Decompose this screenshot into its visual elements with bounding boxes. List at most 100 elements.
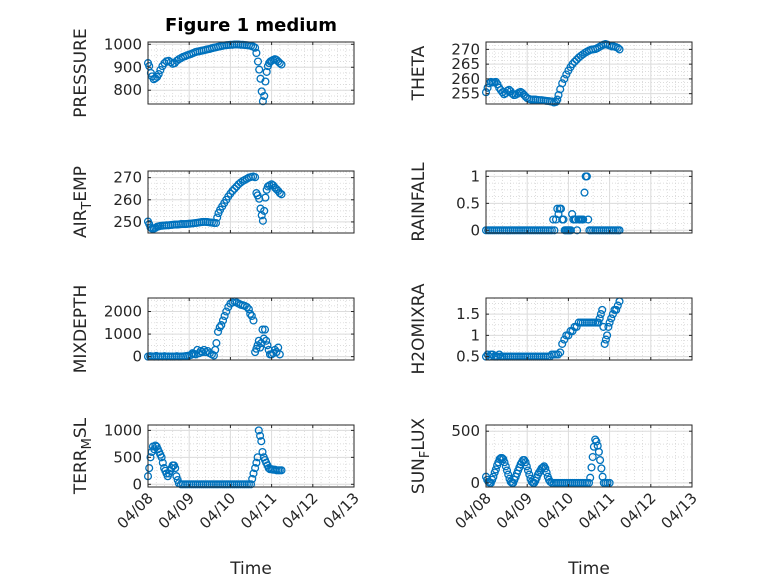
- data-point: [580, 188, 589, 197]
- data-point: [277, 60, 286, 69]
- y-tick-label: 1: [470, 167, 480, 185]
- data-point: [522, 462, 531, 471]
- x-tick-label: 04/10: [196, 489, 239, 532]
- y-axis-label: RAINFALL: [409, 162, 429, 242]
- data-point: [260, 325, 270, 334]
- y-tick-label: 270: [113, 169, 142, 187]
- data-point: [615, 226, 624, 235]
- data-point: [248, 474, 257, 483]
- axes-box: [485, 297, 693, 361]
- y-tick-label: 0: [132, 475, 142, 493]
- subplot-h2omixra: 0.5 1 1.5 H2OMIXRA: [409, 283, 693, 375]
- data-point: [596, 310, 605, 319]
- data-point: [504, 470, 513, 479]
- y-axis-label: THETA: [409, 45, 429, 101]
- data-point: [502, 466, 512, 475]
- y-tick-label: 0: [470, 221, 480, 239]
- axes-box: [147, 41, 355, 105]
- x-tick-label: 04/08: [114, 489, 157, 532]
- data-point: [252, 48, 261, 58]
- data-point: [249, 469, 258, 478]
- data-point: [612, 305, 621, 314]
- axes-box: [485, 41, 693, 105]
- data-point: [594, 447, 603, 456]
- data-point: [600, 339, 609, 348]
- data-point: [579, 215, 588, 224]
- x-tick-label: 04/10: [534, 489, 577, 532]
- data-point: [262, 67, 271, 76]
- data-point: [218, 316, 228, 325]
- plot-area: [486, 298, 692, 360]
- data-point: [587, 463, 596, 472]
- y-tick-label: 0: [132, 348, 142, 366]
- data-point: [261, 77, 270, 86]
- data-point: [588, 452, 597, 462]
- y-axis-label: H2OMIXRA: [409, 283, 429, 374]
- data-point: [604, 322, 613, 331]
- data-point: [212, 339, 221, 348]
- data-point: [213, 213, 222, 222]
- y-tick-label: 0.5: [456, 348, 480, 366]
- data-point: [244, 305, 253, 314]
- data-point: [228, 186, 237, 195]
- data-point: [558, 339, 567, 348]
- data-point: [582, 172, 591, 181]
- y-tick-label: 800: [113, 81, 142, 99]
- data-point: [258, 216, 267, 225]
- data-point: [213, 327, 223, 336]
- plot-area: [148, 298, 354, 360]
- data-point: [562, 70, 571, 79]
- data-point: [558, 79, 567, 88]
- y-tick-label: 1000: [104, 35, 142, 53]
- data-point: [559, 215, 568, 224]
- chart-title: Figure 1 medium: [165, 15, 337, 36]
- y-axis-label: PRESSURE: [71, 28, 91, 117]
- data-point: [246, 309, 255, 318]
- data-point: [260, 91, 269, 101]
- data-point: [500, 458, 509, 467]
- data-point: [586, 473, 595, 482]
- data-point: [171, 464, 180, 473]
- y-tick-label: 900: [113, 58, 142, 76]
- data-point: [255, 65, 264, 74]
- data-point: [568, 327, 577, 336]
- x-axis-label: Time: [229, 559, 272, 579]
- data-point: [252, 458, 261, 467]
- data-point: [535, 468, 544, 477]
- x-tick-label: 04/12: [616, 489, 659, 532]
- x-tick-label: 04/08: [452, 489, 495, 532]
- data-point: [560, 335, 569, 344]
- data-point: [258, 325, 267, 334]
- data-point: [277, 466, 286, 475]
- y-axis-label: SUNFLUX: [409, 418, 433, 495]
- data-point: [546, 477, 555, 486]
- axes-box: [147, 170, 355, 234]
- y-tick-label: 0: [470, 474, 480, 492]
- data-point: [592, 437, 601, 446]
- y-tick-label: 270: [451, 40, 480, 58]
- data-point: [146, 453, 155, 462]
- data-point: [541, 464, 550, 473]
- data-point: [553, 95, 562, 104]
- subplot-rainfall: 0 0.5 1 RAINFALL: [409, 162, 693, 242]
- x-tick-label: 04/13: [658, 489, 701, 532]
- x-tick-label: 04/09: [493, 489, 536, 532]
- data-point: [259, 334, 268, 343]
- data-point: [498, 454, 507, 463]
- axes-box: [147, 297, 355, 361]
- data-point: [483, 83, 492, 92]
- data-point: [594, 318, 603, 327]
- data-point: [542, 468, 551, 477]
- x-tick-label: 04/11: [237, 489, 280, 532]
- data-point: [263, 341, 272, 350]
- data-point: [584, 478, 594, 487]
- data-point: [501, 462, 510, 471]
- y-tick-label: 260: [451, 70, 480, 88]
- data-point: [232, 182, 241, 191]
- data-point: [275, 189, 284, 198]
- y-tick-label: 0.5: [456, 194, 480, 212]
- y-tick-label: 265: [451, 55, 480, 73]
